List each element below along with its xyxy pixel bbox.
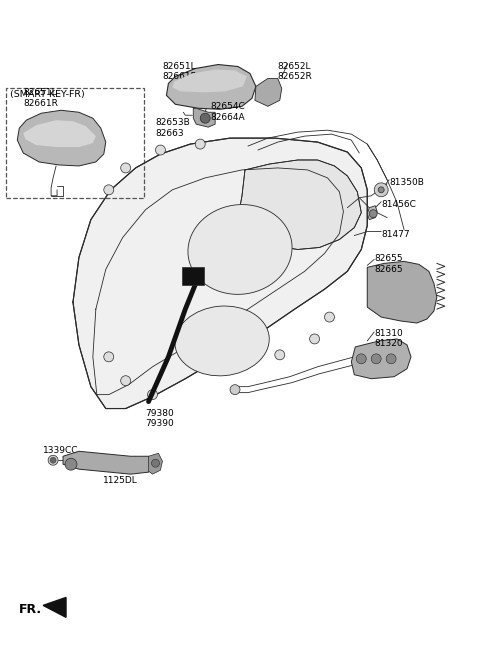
Circle shape bbox=[374, 183, 388, 196]
Text: (SMART KEY-FR): (SMART KEY-FR) bbox=[11, 91, 85, 99]
Polygon shape bbox=[238, 160, 361, 250]
Text: 1339CC: 1339CC bbox=[43, 446, 79, 455]
Circle shape bbox=[104, 352, 114, 362]
Text: 79380
79390: 79380 79390 bbox=[145, 409, 174, 428]
Circle shape bbox=[378, 187, 384, 193]
Circle shape bbox=[200, 113, 210, 124]
Circle shape bbox=[152, 459, 159, 467]
Bar bbox=[182, 267, 204, 285]
Text: 81310
81320: 81310 81320 bbox=[374, 329, 403, 348]
Circle shape bbox=[369, 210, 377, 217]
Polygon shape bbox=[23, 120, 96, 147]
Text: 81456C: 81456C bbox=[381, 200, 416, 209]
Circle shape bbox=[147, 390, 157, 399]
Text: 1125DL: 1125DL bbox=[103, 476, 138, 485]
Circle shape bbox=[310, 334, 320, 344]
Text: 82651L
82661R: 82651L 82661R bbox=[162, 62, 197, 81]
Circle shape bbox=[156, 145, 166, 155]
Text: FR.: FR. bbox=[19, 603, 42, 616]
Text: 82651L
82661R: 82651L 82661R bbox=[23, 89, 58, 108]
Circle shape bbox=[195, 139, 205, 149]
Polygon shape bbox=[73, 138, 367, 409]
Polygon shape bbox=[193, 108, 215, 127]
Circle shape bbox=[65, 458, 77, 470]
Polygon shape bbox=[255, 78, 282, 106]
Polygon shape bbox=[367, 261, 437, 323]
Text: 82655
82665: 82655 82665 bbox=[374, 254, 403, 274]
Text: 82653B
82663: 82653B 82663 bbox=[156, 118, 190, 137]
Circle shape bbox=[371, 354, 381, 364]
Circle shape bbox=[230, 384, 240, 395]
Polygon shape bbox=[367, 206, 377, 219]
Text: 82654C
82664A: 82654C 82664A bbox=[210, 102, 245, 122]
Polygon shape bbox=[17, 110, 106, 166]
Polygon shape bbox=[148, 453, 162, 474]
Bar bbox=[6, 89, 144, 198]
Text: 81477: 81477 bbox=[381, 229, 410, 238]
Circle shape bbox=[356, 354, 366, 364]
Circle shape bbox=[50, 457, 56, 463]
Circle shape bbox=[48, 455, 58, 465]
Circle shape bbox=[120, 376, 131, 386]
Circle shape bbox=[104, 185, 114, 194]
Circle shape bbox=[120, 163, 131, 173]
Polygon shape bbox=[43, 597, 66, 618]
Polygon shape bbox=[172, 70, 247, 93]
Polygon shape bbox=[63, 451, 153, 474]
Circle shape bbox=[386, 354, 396, 364]
Circle shape bbox=[275, 350, 285, 360]
Circle shape bbox=[324, 312, 335, 322]
Text: 81350B: 81350B bbox=[389, 178, 424, 187]
Ellipse shape bbox=[188, 204, 292, 294]
Ellipse shape bbox=[175, 306, 269, 376]
Polygon shape bbox=[167, 64, 256, 109]
Text: 82652L
82652R: 82652L 82652R bbox=[278, 62, 312, 81]
Polygon shape bbox=[351, 339, 411, 378]
